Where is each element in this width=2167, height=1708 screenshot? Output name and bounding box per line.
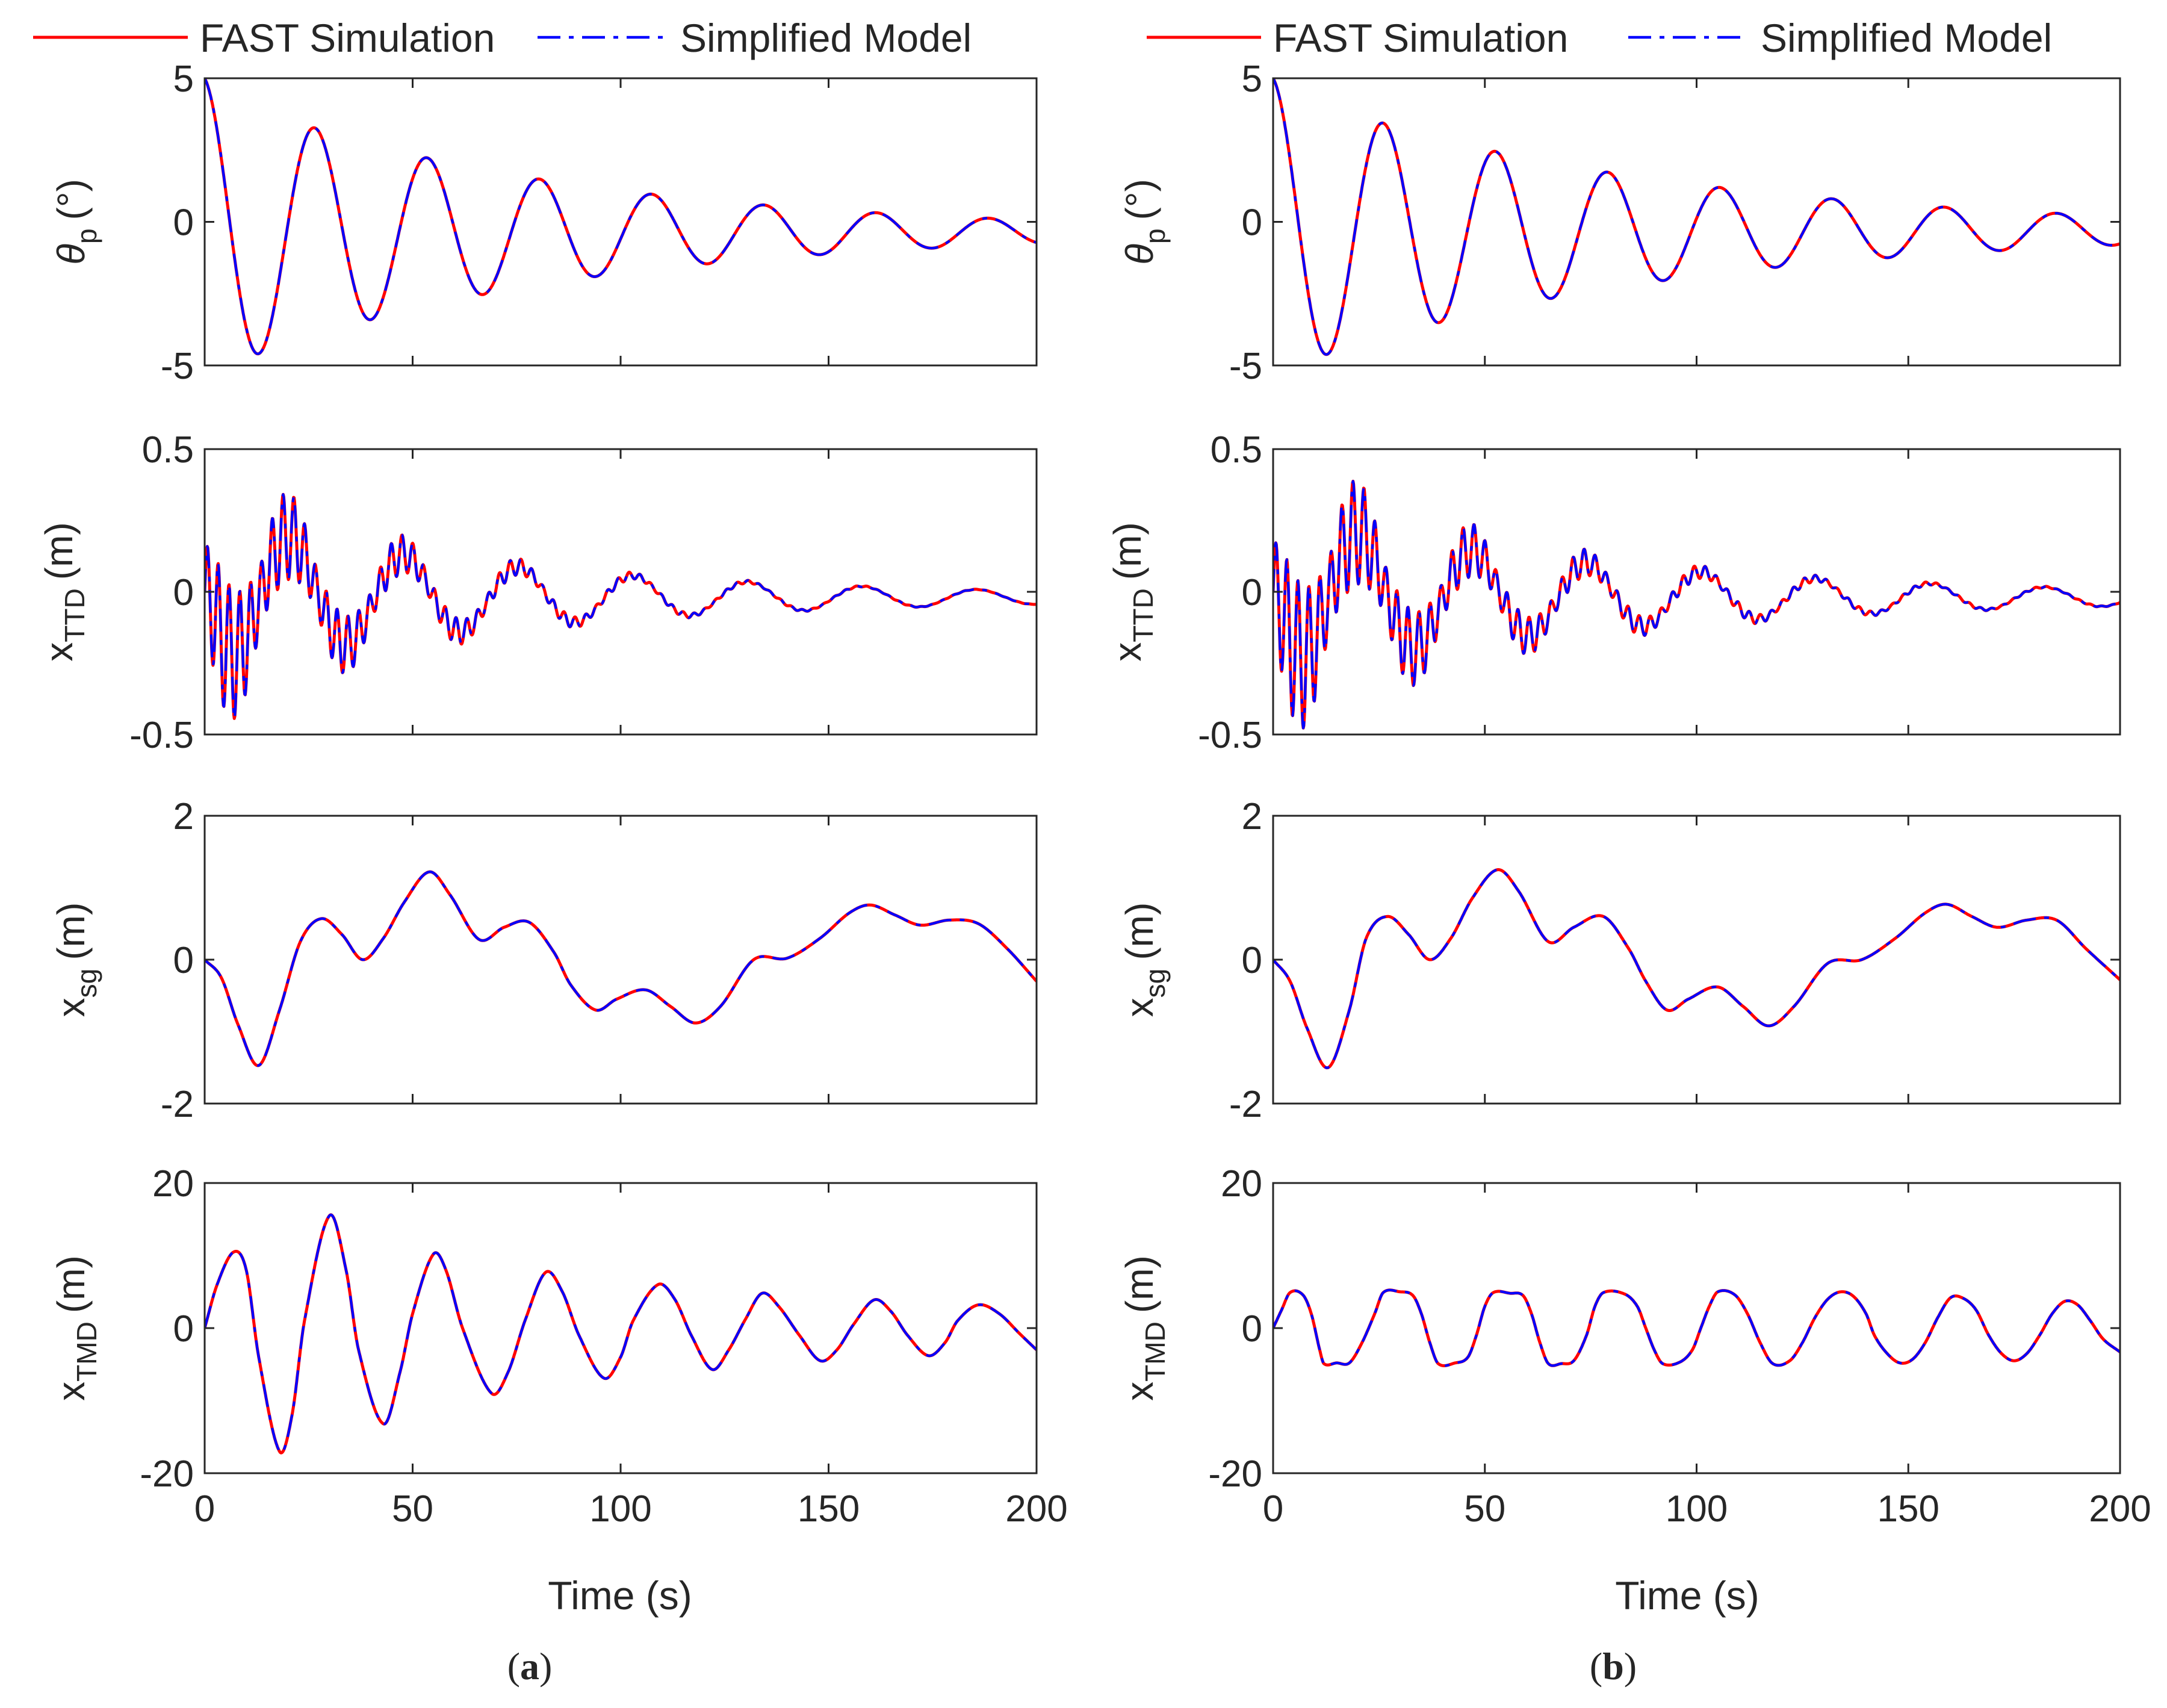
panel-label-a: (a) [507, 1645, 553, 1688]
series-fast-a-pitch [205, 78, 1037, 356]
subplot-a-surge: -2 0 2 xsg(m) [49, 796, 1038, 1125]
legend-b-simplified-label: Simplified Model [1761, 16, 2052, 60]
xtick-label-b-tmd-4: 200 [2089, 1488, 2151, 1530]
axes-frame-b-surge [1272, 815, 2121, 1105]
ytick-label-b-tmd-2: 20 [1221, 1163, 1262, 1205]
series-simplified-a-tmd [205, 1213, 1037, 1455]
ytick-label-a-surge-1: 0 [173, 940, 194, 981]
series-fast-b-surge [1273, 868, 2120, 1070]
legend-b: FAST Simulation Simplified Model [1147, 16, 2052, 60]
xtick-label-b-tmd-3: 150 [1877, 1488, 1939, 1530]
xtick-label-b-tmd-2: 100 [1666, 1488, 1728, 1530]
ytick-label-a-pitch-1: 0 [173, 202, 194, 244]
xlabel-b: Time (s) [1615, 1573, 1759, 1618]
series-simplified-b-tmd [1273, 1288, 2120, 1367]
ytick-label-b-surge-2: 2 [1242, 796, 1262, 837]
ytick-label-b-ttd-1: 0 [1242, 572, 1262, 613]
series-simplified-a-pitch [205, 78, 1037, 355]
xtick-label-a-tmd-0: 0 [194, 1488, 215, 1530]
ytick-label-a-ttd-0: -0.5 [129, 715, 194, 756]
xtick-label-a-tmd-3: 150 [798, 1488, 860, 1530]
axes-frame-b-tmd [1272, 1182, 2121, 1474]
ytick-label-b-pitch-0: -5 [1229, 346, 1262, 387]
series-simplified-a-surge [205, 871, 1037, 1067]
subplot-b-ttd: -0.5 0 0.5 xTTD(m) [1106, 429, 2121, 756]
xtick-label-a-tmd-1: 50 [392, 1488, 433, 1530]
subplot-b-surge: -2 0 2 xsg(m) [1118, 796, 2121, 1125]
ytick-label-b-surge-1: 0 [1242, 940, 1262, 981]
ylabel-a-surge: xsg(m) [49, 902, 102, 1017]
axes-frame-a-surge [203, 815, 1038, 1105]
series-fast-b-tmd [1273, 1288, 2120, 1367]
series-fast-b-ttd [1273, 479, 2120, 730]
ytick-label-a-surge-2: 2 [173, 796, 194, 837]
ylabel-a-tmd: xTMD(m) [49, 1255, 102, 1401]
ylabel-b-surge: xsg(m) [1118, 902, 1171, 1017]
xtick-label-b-tmd-1: 50 [1464, 1488, 1505, 1530]
ytick-label-b-pitch-2: 5 [1242, 58, 1262, 100]
xtick-label-b-tmd-0: 0 [1263, 1488, 1283, 1530]
ylabel-a-ttd: xTTD(m) [37, 522, 90, 662]
subplot-b-pitch: -5 0 5 θp(°) [1118, 58, 2121, 387]
series-fast-a-tmd [205, 1213, 1037, 1455]
ytick-label-a-pitch-2: 5 [173, 58, 194, 100]
series-simplified-b-surge [1273, 868, 2120, 1069]
legend-a: FAST Simulation Simplified Model [33, 16, 972, 60]
legend-a-simplified-label: Simplified Model [680, 16, 972, 60]
axes-frame-a-ttd [203, 448, 1038, 736]
xlabel-a: Time (s) [548, 1573, 692, 1618]
ytick-label-a-tmd-2: 20 [152, 1163, 194, 1205]
series-fast-b-pitch [1273, 78, 2120, 356]
axes-frame-a-tmd [203, 1182, 1038, 1474]
xtick-label-a-tmd-2: 100 [589, 1488, 651, 1530]
series-fast-a-surge [205, 870, 1037, 1067]
legend-a-fast-label: FAST Simulation [200, 16, 495, 60]
axes-frame-b-ttd [1272, 448, 2121, 736]
ytick-label-b-tmd-0: -20 [1208, 1453, 1262, 1495]
ytick-label-a-surge-0: -2 [161, 1084, 194, 1125]
ylabel-a-pitch: θp(°) [49, 179, 102, 265]
xtick-label-a-tmd-4: 200 [1005, 1488, 1067, 1530]
ytick-label-b-tmd-1: 0 [1242, 1308, 1262, 1350]
ytick-label-b-pitch-1: 0 [1242, 202, 1262, 244]
axes-frame-a-pitch [203, 77, 1038, 367]
subplot-a-ttd: -0.5 0 0.5 xTTD(m) [37, 429, 1038, 756]
ylabel-b-pitch: θp(°) [1118, 179, 1171, 265]
ytick-label-a-ttd-2: 0.5 [142, 429, 194, 471]
ytick-label-a-ttd-1: 0 [173, 572, 194, 613]
series-simplified-b-pitch [1273, 78, 2120, 356]
ytick-label-a-tmd-0: -20 [140, 1453, 194, 1495]
ytick-label-a-tmd-1: 0 [173, 1308, 194, 1350]
ylabel-b-tmd: xTMD(m) [1118, 1255, 1171, 1401]
panel-label-b: (b) [1590, 1645, 1637, 1688]
ytick-label-b-ttd-0: -0.5 [1198, 715, 1262, 756]
legend-b-fast-label: FAST Simulation [1273, 16, 1568, 60]
ytick-label-a-pitch-0: -5 [161, 346, 194, 387]
ytick-label-b-surge-0: -2 [1229, 1084, 1262, 1125]
ylabel-b-ttd: xTTD(m) [1106, 522, 1159, 662]
subplot-a-pitch: -5 0 5 θp(°) [49, 58, 1038, 387]
series-simplified-a-ttd [205, 493, 1037, 720]
ytick-label-b-ttd-2: 0.5 [1211, 429, 1262, 471]
series-simplified-b-ttd [1273, 480, 2120, 730]
